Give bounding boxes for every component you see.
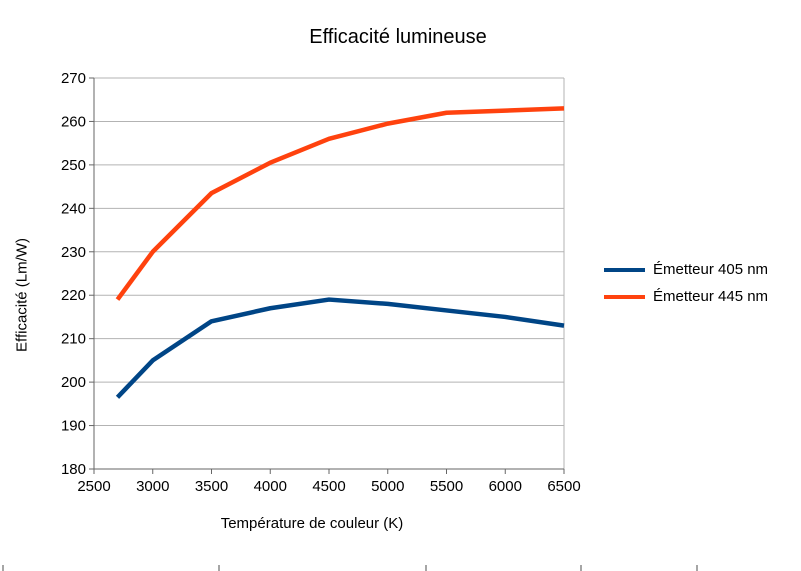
legend-item-1: Émetteur 445 nm [604,283,768,310]
chart-title: Efficacité lumineuse [309,26,487,48]
series-line-0 [115,297,565,399]
x-tick-label: 4500 [312,478,345,495]
y-tick-label: 270 [61,70,86,87]
x-axis-title: Température de couleur (K) [220,515,404,532]
series-line-1 [115,106,565,301]
legend-line-swatch [604,294,645,299]
legend-line-swatch [604,267,645,272]
x-tick-label: 6500 [547,478,580,495]
y-tick-label: 260 [61,113,86,130]
legend-label: Émetteur 405 nm [653,261,769,278]
x-tick-label: 3500 [195,478,228,495]
sheet-cell-boundary-tick [696,565,698,571]
sheet-cell-boundary-tick [218,565,220,571]
y-tick-label: 250 [61,157,86,174]
sheet-cell-boundary-tick [2,565,4,571]
x-tick-label: 5000 [371,478,404,495]
x-tick-label: 5500 [430,478,463,495]
sheet-cell-boundary-tick [580,565,582,571]
y-tick-label: 180 [61,461,86,478]
sheet-cell-boundary-tick [425,565,427,571]
legend: Émetteur 405 nm Émetteur 445 nm [604,256,768,310]
y-tick-label: 190 [61,418,86,435]
x-tick-label: 3000 [136,478,169,495]
x-tick-label: 4000 [254,478,287,495]
y-tick-label: 220 [61,287,86,304]
x-tick-label: 6000 [489,478,522,495]
y-tick-label: 200 [61,374,86,391]
x-tick-label: 2500 [77,478,110,495]
legend-label: Émetteur 445 nm [653,288,769,305]
y-tick-label: 240 [61,200,86,217]
y-tick-label: 230 [61,244,86,261]
legend-item-0: Émetteur 405 nm [604,256,768,283]
y-tick-label: 210 [61,331,86,348]
